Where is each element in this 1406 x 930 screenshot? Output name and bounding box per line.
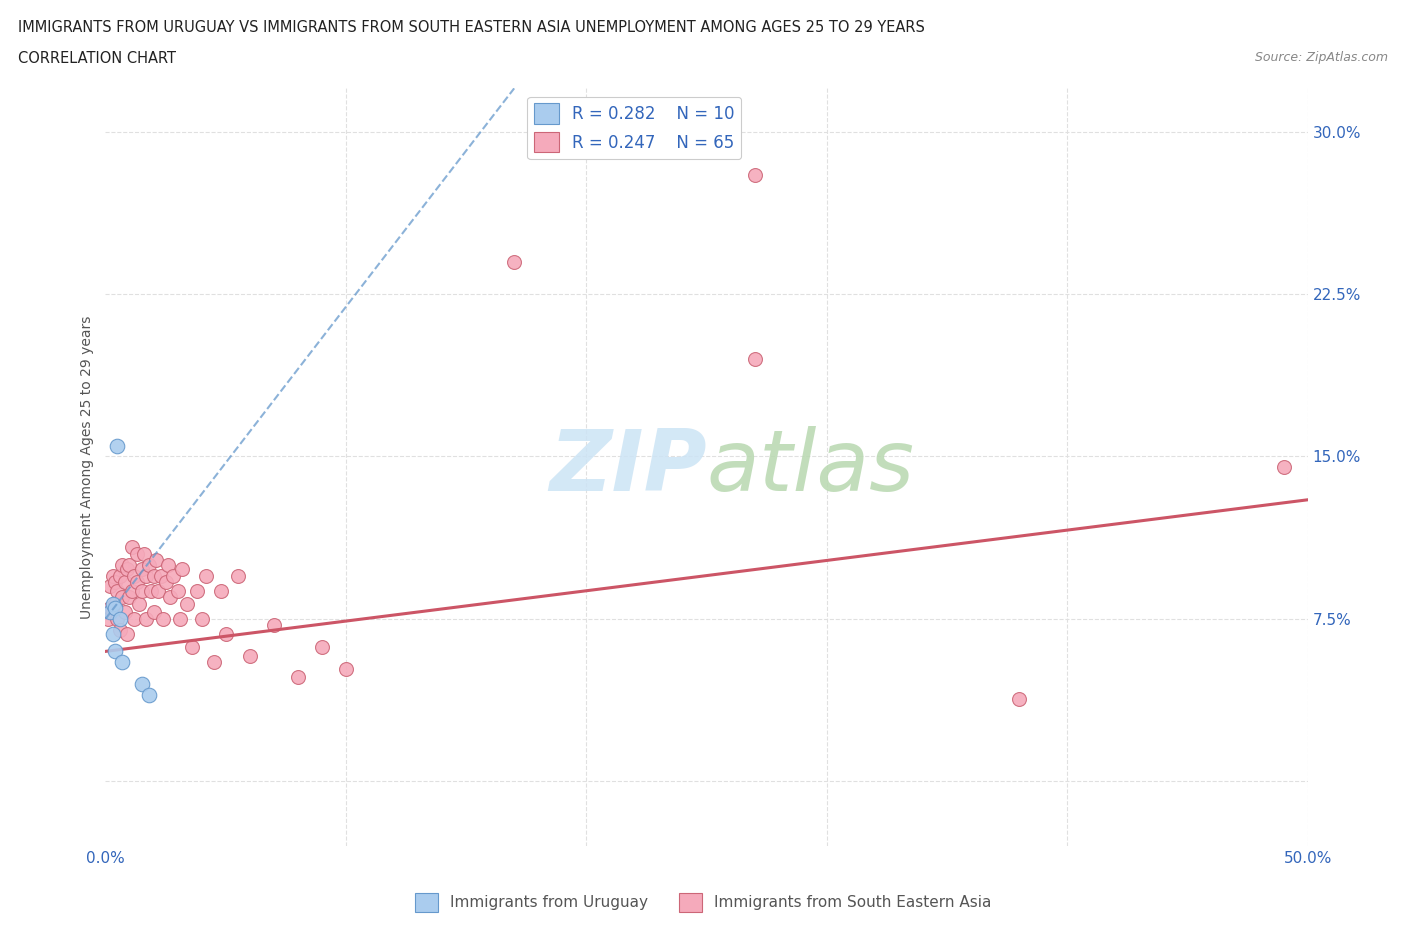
Point xyxy=(155,575,177,590)
Point xyxy=(503,254,526,269)
Point xyxy=(287,670,309,684)
Point xyxy=(101,568,124,583)
Point xyxy=(142,568,165,583)
Point xyxy=(311,640,333,655)
Point xyxy=(104,596,127,611)
Legend: R = 0.282    N = 10, R = 0.247    N = 65: R = 0.282 N = 10, R = 0.247 N = 65 xyxy=(527,97,741,159)
Point xyxy=(98,601,121,616)
Point xyxy=(124,612,146,627)
Text: Source: ZipAtlas.com: Source: ZipAtlas.com xyxy=(1254,51,1388,64)
Point xyxy=(125,547,148,562)
Point xyxy=(121,583,143,598)
Point xyxy=(107,612,129,627)
Point xyxy=(107,583,129,598)
Point xyxy=(152,612,174,627)
Point xyxy=(101,596,124,611)
Point xyxy=(162,568,184,583)
Text: atlas: atlas xyxy=(707,426,914,509)
Point xyxy=(149,568,172,583)
Point xyxy=(135,568,157,583)
Point xyxy=(226,568,249,583)
Point xyxy=(139,583,162,598)
Point xyxy=(114,575,136,590)
Point xyxy=(1008,692,1031,707)
Point xyxy=(181,640,204,655)
Point xyxy=(186,583,208,598)
Point xyxy=(115,562,138,577)
Point xyxy=(131,562,153,577)
Point xyxy=(169,612,191,627)
Point xyxy=(125,575,148,590)
Point xyxy=(190,612,212,627)
Point xyxy=(135,612,157,627)
Point xyxy=(97,612,120,627)
Point xyxy=(176,596,198,611)
Point xyxy=(111,557,134,572)
Point xyxy=(138,687,160,702)
Text: ZIP: ZIP xyxy=(548,426,707,509)
Point xyxy=(108,568,131,583)
Point xyxy=(166,583,188,598)
Point xyxy=(124,568,146,583)
Point xyxy=(132,547,155,562)
Point xyxy=(128,596,150,611)
Point xyxy=(101,627,124,642)
Point xyxy=(209,583,232,598)
Point xyxy=(108,612,131,627)
Point xyxy=(744,167,766,182)
Point xyxy=(156,557,179,572)
Point xyxy=(1272,460,1295,475)
Point xyxy=(98,605,121,620)
Point xyxy=(101,605,124,620)
Point xyxy=(744,352,766,366)
Point xyxy=(114,605,136,620)
Point xyxy=(104,601,127,616)
Point xyxy=(111,655,134,670)
Point xyxy=(172,562,194,577)
Point xyxy=(263,618,285,632)
Point xyxy=(98,579,121,594)
Point xyxy=(239,648,262,663)
Point xyxy=(104,575,127,590)
Point xyxy=(145,553,167,568)
Point xyxy=(111,590,134,604)
Point xyxy=(115,627,138,642)
Point xyxy=(195,568,218,583)
Y-axis label: Unemployment Among Ages 25 to 29 years: Unemployment Among Ages 25 to 29 years xyxy=(80,315,94,619)
Text: CORRELATION CHART: CORRELATION CHART xyxy=(18,51,176,66)
Text: IMMIGRANTS FROM URUGUAY VS IMMIGRANTS FROM SOUTH EASTERN ASIA UNEMPLOYMENT AMONG: IMMIGRANTS FROM URUGUAY VS IMMIGRANTS FR… xyxy=(18,20,925,35)
Point xyxy=(335,661,357,676)
Point xyxy=(142,605,165,620)
Point xyxy=(104,644,127,658)
Point xyxy=(202,655,225,670)
Point xyxy=(108,622,131,637)
Point xyxy=(118,590,141,604)
Point xyxy=(131,583,153,598)
Point xyxy=(214,627,236,642)
Point xyxy=(138,557,160,572)
Legend: Immigrants from Uruguay, Immigrants from South Eastern Asia: Immigrants from Uruguay, Immigrants from… xyxy=(409,887,997,918)
Point xyxy=(118,557,141,572)
Point xyxy=(148,583,170,598)
Point xyxy=(159,590,181,604)
Point xyxy=(131,676,153,691)
Point xyxy=(107,438,129,453)
Point xyxy=(121,540,143,555)
